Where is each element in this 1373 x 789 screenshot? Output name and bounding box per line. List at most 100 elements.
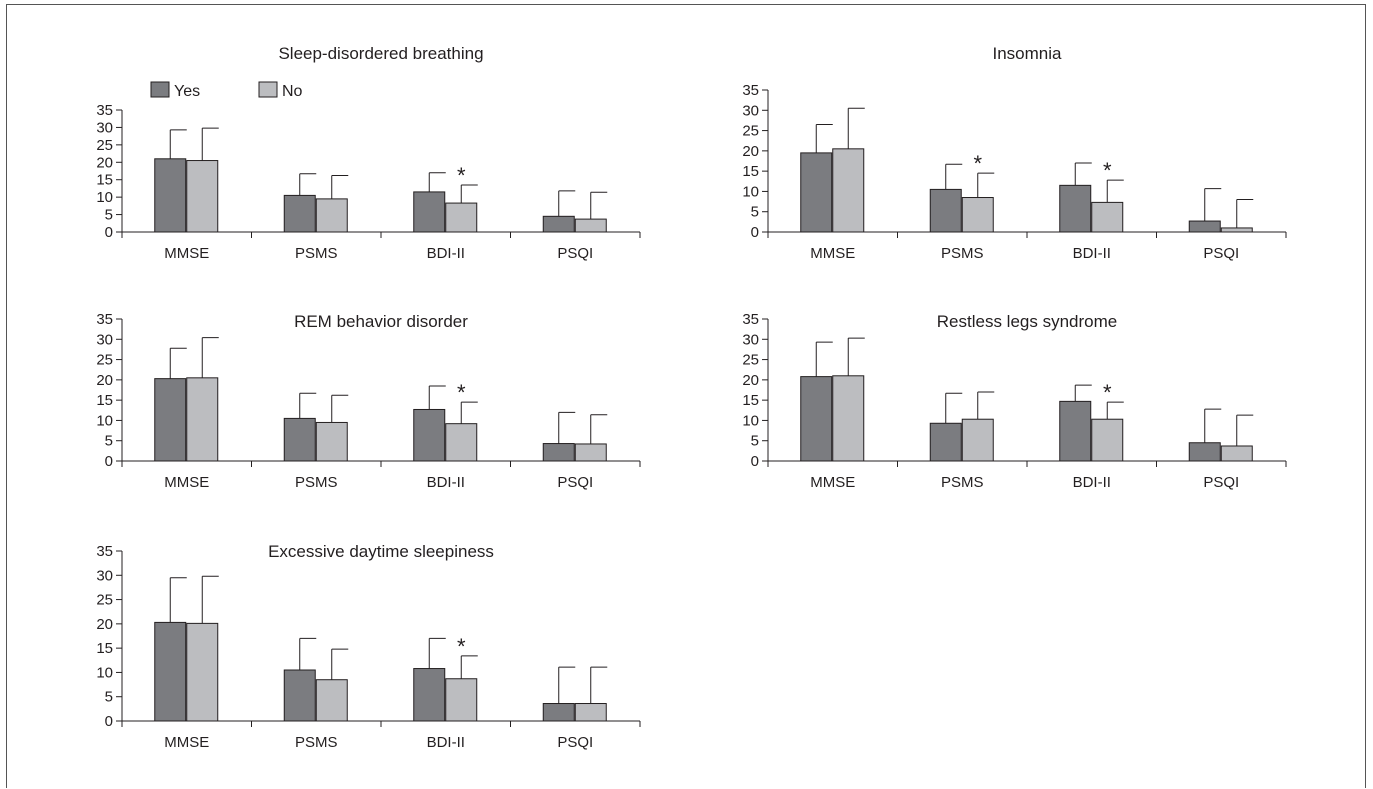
figure-frame <box>6 4 1366 788</box>
bar-yes-psms <box>283 194 316 233</box>
bar-yes-mmse <box>154 158 187 233</box>
x-tick-label: PSMS <box>295 474 338 491</box>
legend: Yes No <box>150 81 303 100</box>
bar-yes-psqi <box>542 703 575 722</box>
bar-no-mmse <box>832 148 865 233</box>
y-tick-label: 35 <box>96 543 113 560</box>
bar-no-psms <box>961 197 994 233</box>
y-tick-label: 10 <box>742 183 759 200</box>
y-tick-label: 0 <box>105 224 113 241</box>
y-tick-label: 15 <box>96 392 113 409</box>
chart-restless-legs-syndrome: Restless legs syndrome 0 5 10 15 20 25 30 35 MMSE… <box>742 311 1287 491</box>
y-tick-label: 5 <box>751 204 759 221</box>
legend-label-no: No <box>282 83 303 100</box>
bar-no-psqi <box>1220 445 1253 462</box>
legend-swatch-no <box>258 81 278 98</box>
x-tick-label: PSMS <box>295 734 338 751</box>
significance-marker: * <box>457 163 466 188</box>
bar-yes-mmse <box>800 152 833 233</box>
bar-yes-mmse <box>800 376 833 462</box>
significance-marker: * <box>1103 380 1112 405</box>
x-tick-label: PSMS <box>295 245 338 262</box>
bar-no-bdi-ii <box>445 202 478 233</box>
y-tick-label: 30 <box>96 331 113 348</box>
bar-yes-psqi <box>1188 442 1221 462</box>
bar-no-bdi-ii <box>1091 201 1124 233</box>
bar-no-mmse <box>186 622 219 722</box>
y-tick-label: 25 <box>96 137 113 154</box>
y-tick-label: 0 <box>105 713 113 730</box>
y-tick-label: 15 <box>96 640 113 657</box>
y-tick-label: 25 <box>96 592 113 609</box>
bar-yes-bdi-ii <box>413 191 446 233</box>
bar-no-bdi-ii <box>445 678 478 722</box>
significance-marker: * <box>1103 158 1112 183</box>
bar-no-psqi <box>574 703 607 722</box>
y-tick-label: 20 <box>96 372 113 389</box>
y-tick-label: 0 <box>751 453 759 470</box>
bar-yes-bdi-ii <box>1059 184 1092 233</box>
chart-title: Restless legs syndrome <box>937 312 1117 331</box>
y-tick-label: 20 <box>96 616 113 633</box>
bar-no-psms <box>315 679 348 722</box>
significance-marker: * <box>457 634 466 659</box>
y-tick-label: 20 <box>742 372 759 389</box>
bar-no-mmse <box>186 377 219 462</box>
bar-yes-psms <box>929 422 962 462</box>
x-tick-label: PSQI <box>557 474 593 491</box>
x-tick-label: BDI-II <box>427 474 465 491</box>
y-tick-label: 30 <box>96 567 113 584</box>
y-tick-label: 30 <box>742 331 759 348</box>
bar-yes-psqi <box>1188 220 1221 233</box>
chart-title: Insomnia <box>993 44 1063 63</box>
x-tick-label: BDI-II <box>427 734 465 751</box>
x-tick-label: MMSE <box>164 245 209 262</box>
bar-no-psms <box>961 418 994 462</box>
chart-title: Excessive daytime sleepiness <box>268 542 494 561</box>
x-tick-label: PSQI <box>1203 245 1239 262</box>
bar-yes-bdi-ii <box>413 668 446 722</box>
y-tick-label: 0 <box>751 224 759 241</box>
y-tick-label: 30 <box>742 102 759 119</box>
chart-title: Sleep-disordered breathing <box>278 44 483 63</box>
x-tick-label: BDI-II <box>1073 474 1111 491</box>
chart-excessive-daytime-sleepiness: Excessive daytime sleepiness 0 5 10 15 20 25 30… <box>96 542 641 751</box>
y-tick-label: 35 <box>96 311 113 328</box>
y-tick-label: 15 <box>742 163 759 180</box>
bar-yes-psms <box>929 188 962 233</box>
chart-rem-behavior-disorder: REM behavior disorder 0 5 10 15 20 25 30 35 MMSE P… <box>96 311 641 491</box>
y-tick-label: 35 <box>96 102 113 119</box>
bar-no-bdi-ii <box>445 423 478 462</box>
significance-marker: * <box>457 380 466 405</box>
bar-yes-bdi-ii <box>413 408 446 462</box>
x-tick-label: PSQI <box>1203 474 1239 491</box>
x-tick-label: PSQI <box>557 245 593 262</box>
legend-label-yes: Yes <box>174 83 200 100</box>
bar-no-bdi-ii <box>1091 418 1124 462</box>
chart-insomnia: Insomnia 0 5 10 15 20 25 30 35 MMSE PSMS * BDI-II * PS… <box>742 44 1287 262</box>
x-tick-label: PSMS <box>941 245 984 262</box>
x-tick-label: PSQI <box>557 734 593 751</box>
y-tick-label: 5 <box>105 689 113 706</box>
legend-swatch-yes <box>150 81 170 98</box>
y-tick-label: 15 <box>742 392 759 409</box>
x-tick-label: BDI-II <box>427 245 465 262</box>
bar-no-psqi <box>574 443 607 462</box>
y-tick-label: 25 <box>96 352 113 369</box>
y-tick-label: 5 <box>751 433 759 450</box>
y-tick-label: 35 <box>742 82 759 99</box>
bar-no-psms <box>315 421 348 462</box>
y-tick-label: 30 <box>96 119 113 136</box>
y-tick-label: 5 <box>105 433 113 450</box>
bar-no-mmse <box>832 375 865 462</box>
y-tick-label: 0 <box>105 453 113 470</box>
y-tick-label: 10 <box>96 412 113 429</box>
x-tick-label: MMSE <box>164 474 209 491</box>
bar-yes-psms <box>283 669 316 722</box>
y-tick-label: 20 <box>96 154 113 171</box>
bar-no-psqi <box>1220 227 1253 233</box>
bar-yes-bdi-ii <box>1059 400 1092 462</box>
x-tick-label: MMSE <box>164 734 209 751</box>
bar-no-mmse <box>186 160 219 233</box>
